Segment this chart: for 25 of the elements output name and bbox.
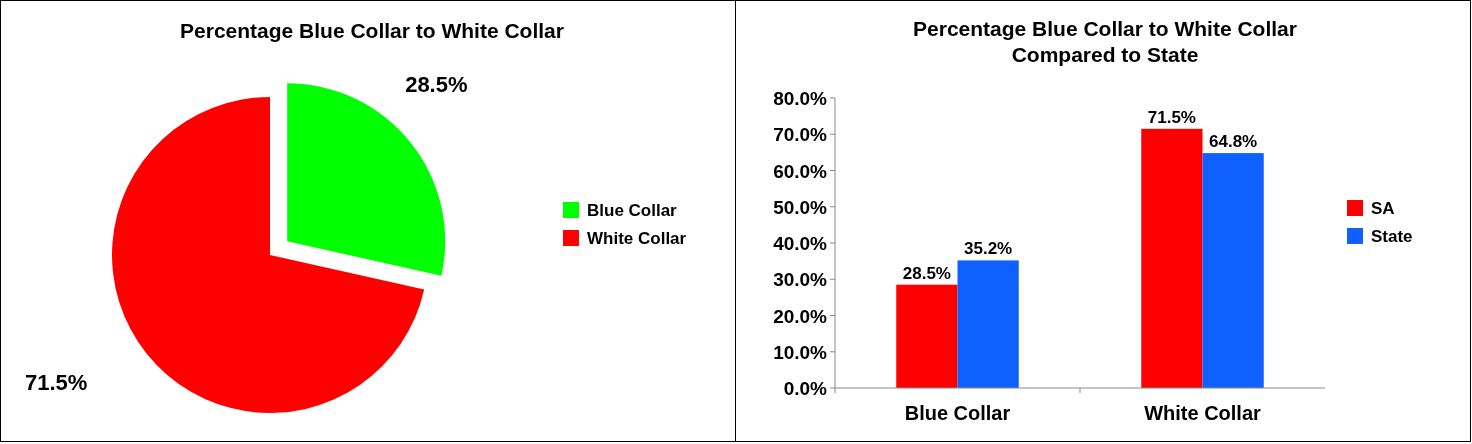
y-tick-label: 0.0% — [783, 378, 828, 399]
bar — [1141, 128, 1203, 388]
legend-label: SA — [1371, 199, 1395, 218]
y-tick-label: 20.0% — [773, 305, 828, 327]
legend-label: Blue Collar — [587, 201, 678, 220]
bar — [1202, 153, 1264, 388]
legend-label: State — [1371, 227, 1413, 246]
data-label: 64.8% — [1209, 132, 1258, 152]
data-label: 35.2% — [964, 239, 1013, 259]
y-tick-label: 60.0% — [773, 160, 828, 182]
y-tick-label: 80.0% — [773, 88, 828, 109]
chart-title: Percentage Blue Collar to White Collar — [180, 19, 564, 42]
y-tick-label: 40.0% — [773, 233, 828, 254]
data-label: 71.5% — [1147, 107, 1196, 127]
chart-title: Percentage Blue Collar to White Collar Compared to State — [913, 17, 1297, 66]
bar — [957, 260, 1019, 388]
y-tick-label: 10.0% — [773, 341, 828, 363]
bar — [896, 284, 958, 388]
legend-label: White Collar — [587, 229, 687, 248]
data-label: 28.5% — [902, 263, 951, 283]
data-label: 28.5% — [405, 71, 468, 97]
y-tick-label: 50.0% — [773, 196, 828, 218]
y-tick-label: 70.0% — [773, 124, 828, 146]
data-label: 71.5% — [24, 369, 88, 395]
y-tick-label: 30.0% — [773, 269, 828, 291]
